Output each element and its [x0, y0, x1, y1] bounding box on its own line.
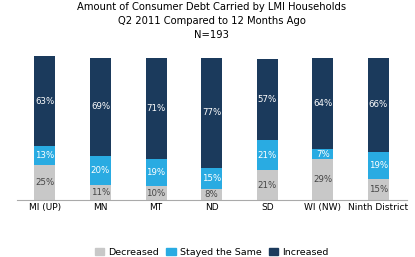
Text: 77%: 77%	[202, 108, 221, 117]
Text: 66%: 66%	[369, 100, 388, 109]
Bar	[201, 189, 222, 200]
Bar	[312, 58, 333, 149]
Legend: Decreased, Stayed the Same, Increased: Decreased, Stayed the Same, Increased	[91, 244, 332, 257]
Text: 8%: 8%	[205, 190, 219, 199]
Text: 10%: 10%	[146, 189, 166, 198]
Text: 71%: 71%	[146, 104, 166, 113]
Text: 11%: 11%	[91, 188, 110, 197]
Text: 57%: 57%	[258, 95, 277, 104]
Text: 15%: 15%	[369, 185, 388, 194]
Bar	[201, 58, 222, 168]
Text: 29%: 29%	[313, 175, 332, 184]
Text: 15%: 15%	[202, 174, 221, 183]
Bar	[256, 59, 278, 141]
Text: 13%: 13%	[35, 151, 54, 160]
Bar	[368, 58, 389, 152]
Bar	[146, 159, 167, 186]
Bar	[34, 165, 56, 200]
Bar	[368, 179, 389, 200]
Bar	[34, 56, 56, 146]
Text: 19%: 19%	[146, 168, 166, 177]
Text: 21%: 21%	[258, 181, 277, 190]
Text: 69%: 69%	[91, 103, 110, 112]
Text: 63%: 63%	[35, 97, 54, 106]
Title: Amount of Consumer Debt Carried by LMI Households
Q2 2011 Compared to 12 Months : Amount of Consumer Debt Carried by LMI H…	[77, 2, 346, 40]
Text: 7%: 7%	[316, 150, 330, 159]
Bar	[146, 186, 167, 200]
Text: 19%: 19%	[369, 161, 388, 170]
Bar	[90, 156, 111, 185]
Bar	[312, 149, 333, 159]
Bar	[368, 152, 389, 179]
Bar	[90, 185, 111, 200]
Bar	[90, 58, 111, 156]
Bar	[201, 168, 222, 189]
Bar	[256, 170, 278, 200]
Bar	[34, 146, 56, 165]
Bar	[312, 159, 333, 200]
Bar	[256, 141, 278, 170]
Bar	[146, 58, 167, 159]
Text: 25%: 25%	[35, 178, 54, 187]
Text: 21%: 21%	[258, 151, 277, 160]
Text: 64%: 64%	[313, 99, 332, 108]
Text: 20%: 20%	[91, 166, 110, 175]
